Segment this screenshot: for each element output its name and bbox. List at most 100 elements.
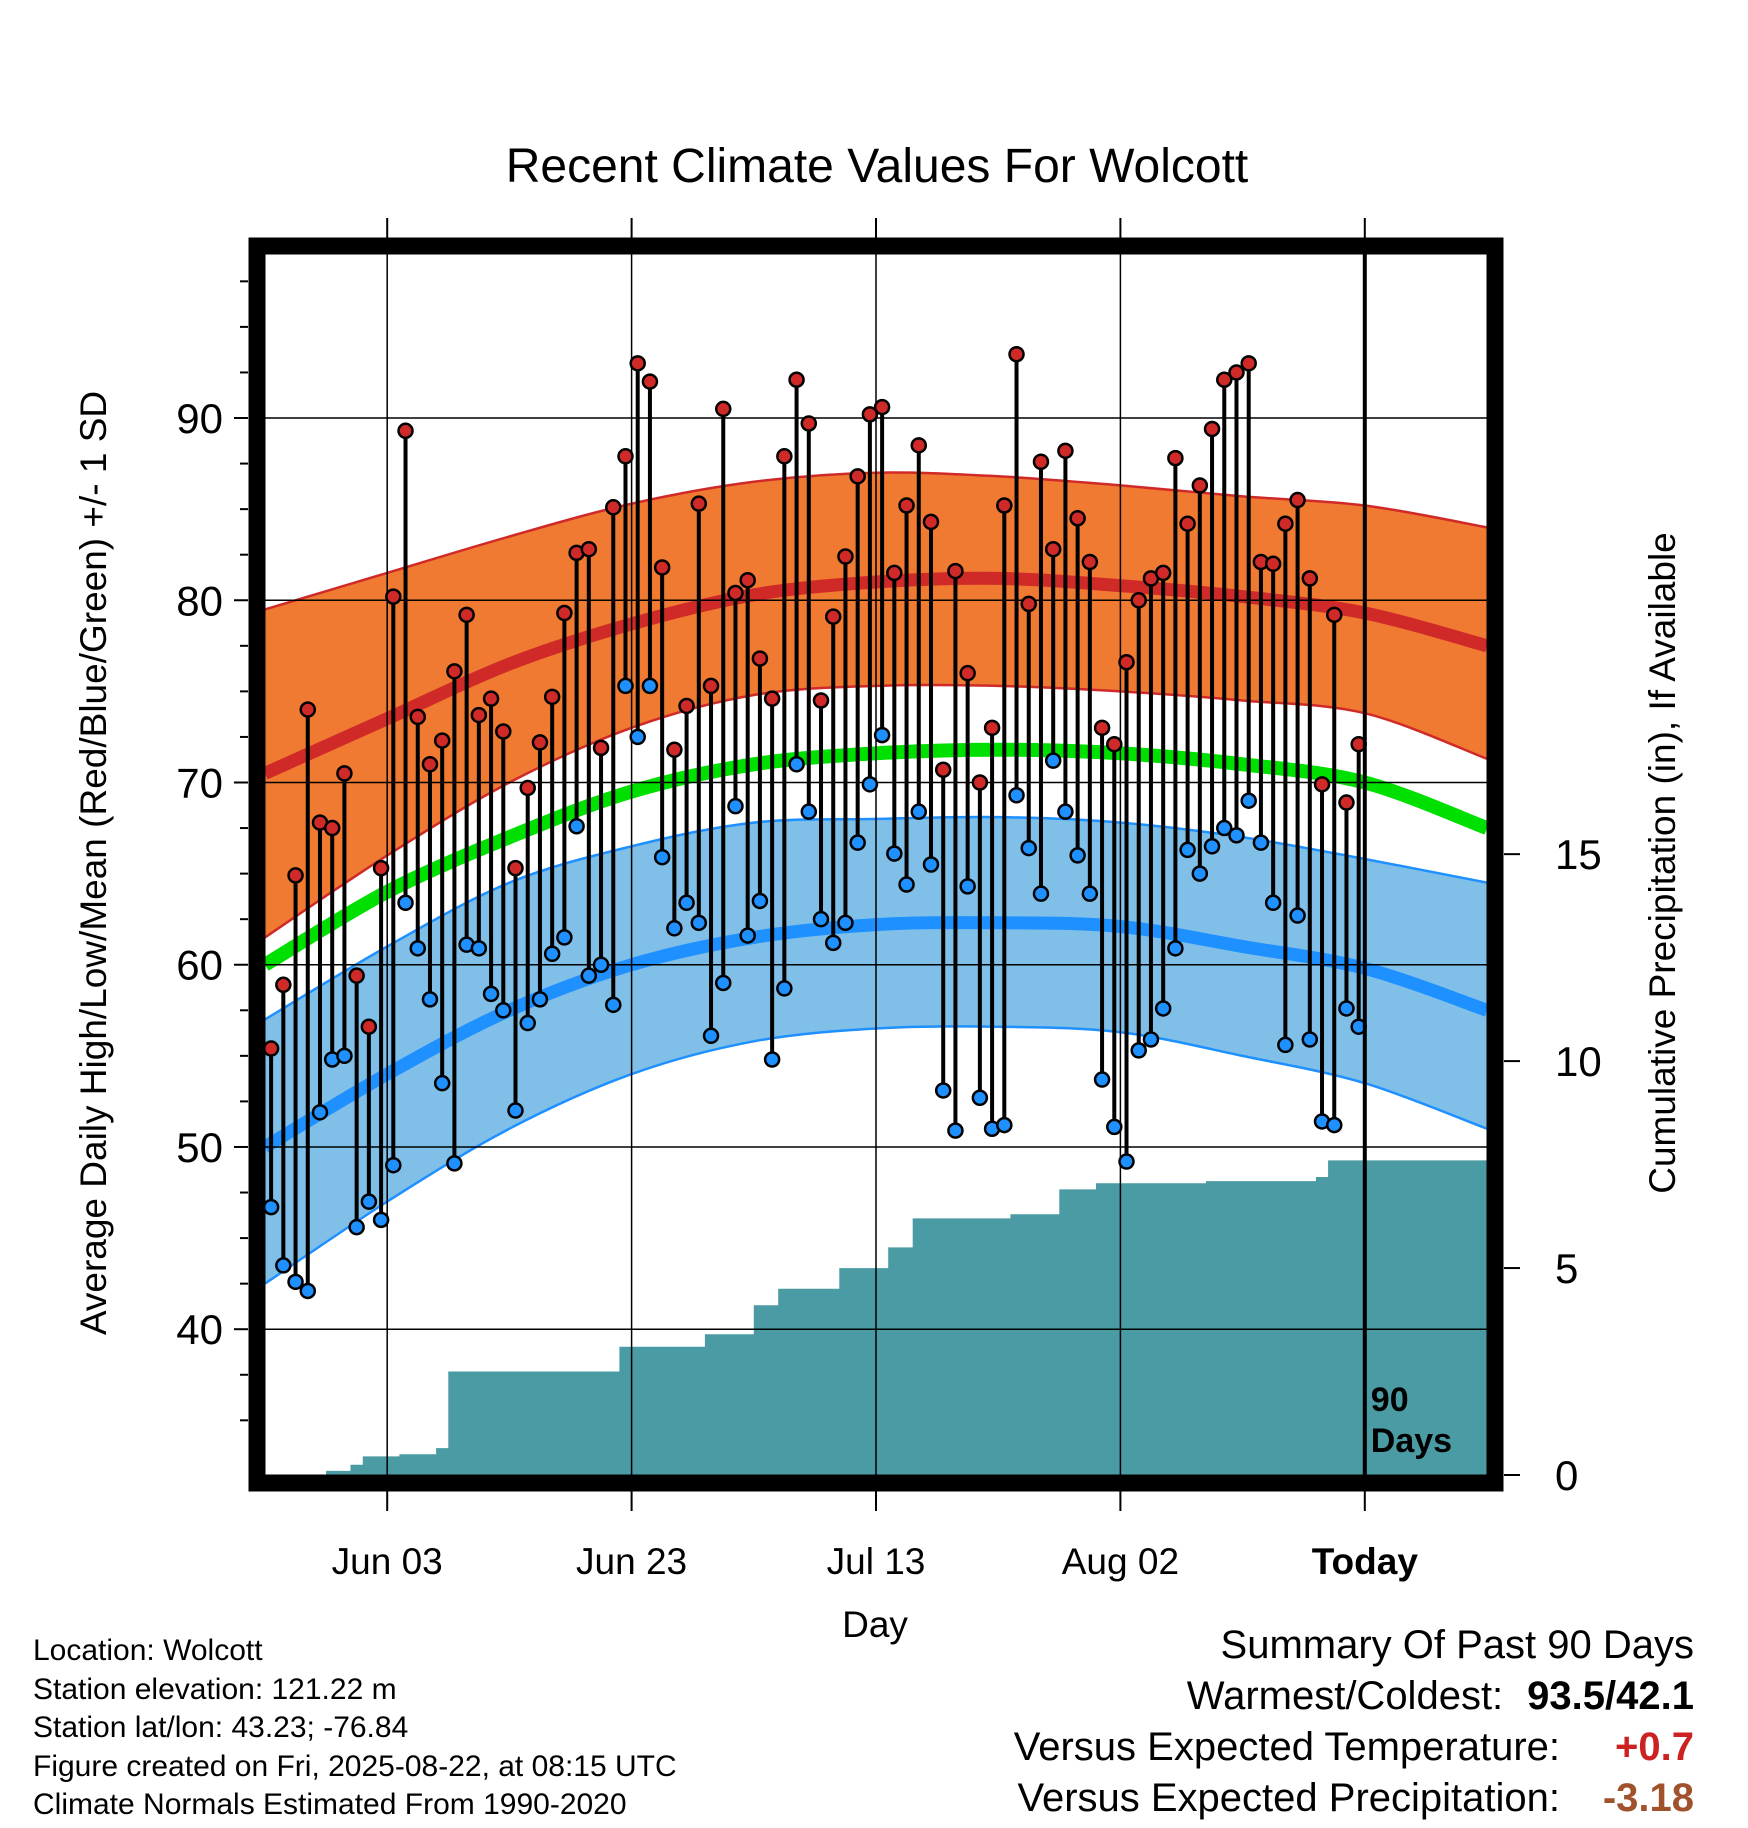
daily-low-dot <box>1289 907 1306 924</box>
daily-low-dot <box>1106 1118 1123 1136</box>
left-axis-tick-label: 90 <box>176 395 223 442</box>
daily-low-dot <box>629 728 646 746</box>
daily-low-dot <box>690 914 708 932</box>
precip-anomaly-label: Versus Expected Precipitation: <box>1017 1776 1560 1820</box>
daily-low-dot <box>495 1002 512 1019</box>
daily-high-dot <box>433 732 451 749</box>
daily-low-dot <box>372 1211 390 1229</box>
daily-low-dot <box>1142 1031 1160 1048</box>
x-axis-tick-label: Today <box>1312 1541 1419 1582</box>
daily-high-dot <box>1130 592 1147 609</box>
daily-low-dot <box>1326 1116 1343 1134</box>
daily-low-dot <box>898 876 915 893</box>
daily-high-dot <box>837 548 854 565</box>
daily-low-dot <box>1130 1042 1147 1059</box>
daily-high-dot <box>1264 555 1282 573</box>
daily-high-dot <box>1032 453 1050 471</box>
daily-high-dot <box>1301 570 1319 587</box>
daily-low-dot <box>385 1156 402 1174</box>
daily-high-dot <box>1338 794 1355 811</box>
daily-high-dot <box>629 355 646 372</box>
daily-low-dot <box>715 974 732 992</box>
daily-low-dot <box>311 1104 329 1121</box>
daily-high-dot <box>1203 420 1221 438</box>
daily-low-dot <box>641 677 659 695</box>
daily-low-dot <box>1044 752 1062 769</box>
daily-high-dot <box>922 513 940 531</box>
daily-low-dot <box>666 920 683 937</box>
daily-low-dot <box>861 776 879 793</box>
daily-high-dot <box>971 774 989 791</box>
daily-high-dot <box>1020 595 1037 613</box>
daily-high-dot <box>323 819 341 837</box>
left-axis-label: Average Daily High/Low/Mean (Red/Blue/Gr… <box>73 391 114 1335</box>
period-days-word: Days <box>1371 1422 1452 1460</box>
daily-high-dot <box>617 448 634 465</box>
daily-high-dot <box>543 688 561 706</box>
warmest-coldest-label: Warmest/Coldest: <box>1186 1674 1504 1718</box>
daily-high-dot <box>727 584 744 602</box>
daily-high-dot <box>1106 735 1123 753</box>
daily-low-dot <box>531 991 549 1008</box>
daily-high-dot <box>666 741 683 758</box>
daily-high-dot <box>1154 564 1172 582</box>
daily-low-dot <box>1118 1153 1135 1170</box>
summary-title: Summary Of Past 90 Days <box>1220 1623 1694 1667</box>
right-axis-label: Cumulative Precipitation (in), If Availa… <box>1642 532 1683 1194</box>
daily-high-dot <box>678 697 695 715</box>
daily-high-dot <box>385 588 402 605</box>
daily-high-dot <box>1289 491 1306 509</box>
daily-low-dot <box>678 894 695 912</box>
chart-title: Recent Climate Values For Wolcott <box>506 140 1249 193</box>
latlon-text: Station lat/lon: 43.23; -76.84 <box>33 1711 409 1744</box>
daily-low-dot <box>519 1014 536 1032</box>
daily-high-dot <box>959 664 976 682</box>
daily-dots-group <box>262 345 1367 1300</box>
daily-high-dot <box>947 562 964 580</box>
left-axis-tick-label: 80 <box>176 577 223 624</box>
daily-high-dot <box>1057 442 1074 460</box>
daily-low-dot <box>348 1218 365 1236</box>
daily-high-dot <box>641 373 659 390</box>
daily-low-dot <box>1032 885 1050 902</box>
left-axis-tick-label: 50 <box>176 1124 223 1171</box>
daily-low-dot <box>605 996 622 1014</box>
daily-high-dot <box>1167 449 1184 467</box>
left-axis-tick-label: 40 <box>176 1306 223 1353</box>
daily-high-dot <box>1277 515 1294 532</box>
daily-low-dot <box>360 1193 378 1210</box>
daily-low-dot <box>837 914 854 932</box>
daily-high-dot <box>287 867 304 884</box>
daily-low-dot <box>1069 847 1086 864</box>
daily-high-dot <box>1179 515 1196 532</box>
right-axis-tick-label: 15 <box>1555 831 1602 878</box>
daily-high-dot <box>1326 606 1343 624</box>
daily-high-dot <box>299 701 317 718</box>
daily-low-dot <box>470 940 488 957</box>
daily-high-dot <box>1044 540 1062 558</box>
daily-high-dot <box>1008 345 1025 363</box>
daily-low-dot <box>1264 894 1282 912</box>
daily-high-dot <box>751 650 769 667</box>
daily-low-dot <box>824 934 842 952</box>
temp-anomaly-value: +0.7 <box>1615 1725 1694 1769</box>
daily-low-dot <box>482 985 500 1003</box>
daily-low-dot <box>971 1089 989 1107</box>
axes-group: 40 50 60 70 80 90 0 5 10 15 Jun 03 Jun 23 Jul 13 Aug … <box>176 218 1602 1582</box>
daily-low-dot <box>262 1198 280 1216</box>
daily-stems-group <box>269 354 1361 1291</box>
daily-low-dot <box>1167 940 1184 957</box>
daily-low-dot <box>763 1051 781 1068</box>
daily-high-dot <box>421 756 439 773</box>
daily-low-dot <box>702 1027 720 1045</box>
daily-high-dot <box>605 499 622 516</box>
daily-high-dot <box>446 663 463 680</box>
summary-precip-row: Versus Expected Precipitation: -3.18 <box>1014 1773 1694 1824</box>
daily-low-dot <box>910 803 928 820</box>
daily-low-dot <box>739 927 756 944</box>
daily-high-dot <box>1313 776 1331 793</box>
daily-low-dot <box>849 834 866 851</box>
daily-low-dot <box>812 910 830 928</box>
daily-high-dot <box>372 859 390 877</box>
daily-low-dot <box>397 894 414 912</box>
